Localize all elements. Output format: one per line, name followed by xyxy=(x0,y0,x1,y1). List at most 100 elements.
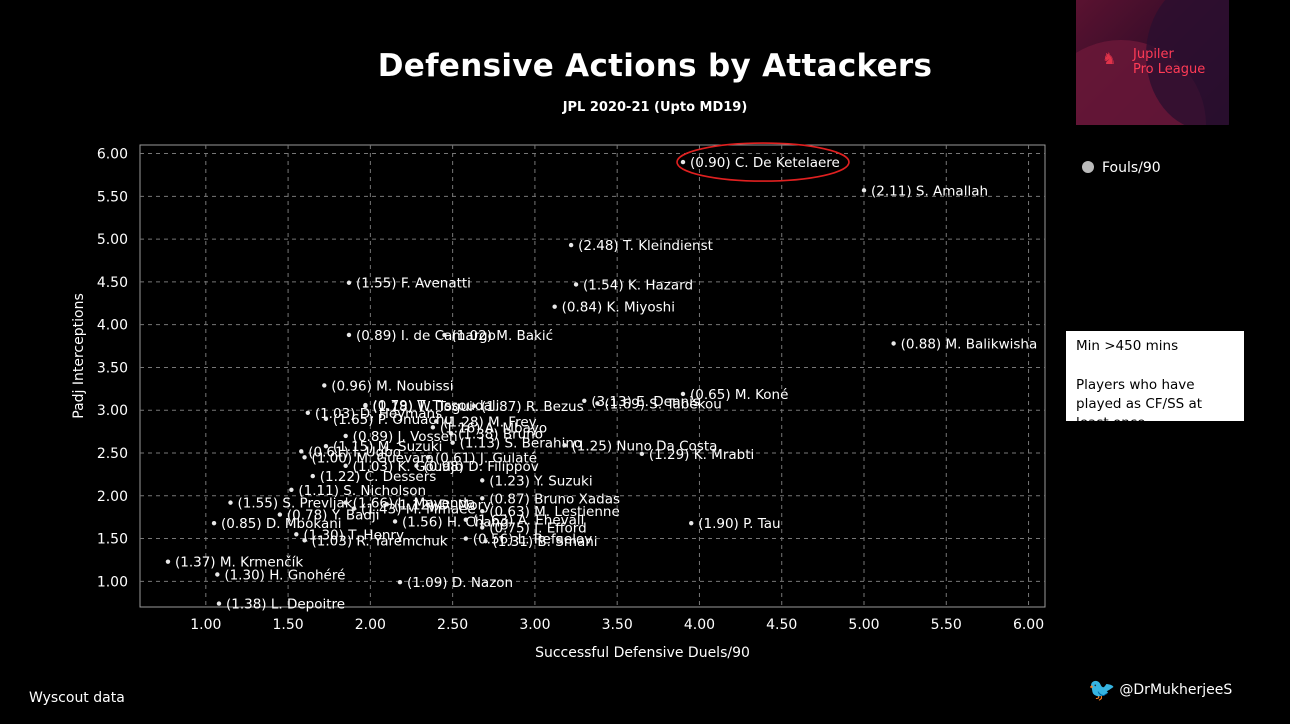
twitter-bird-icon: 🐦 xyxy=(1088,678,1116,703)
league-logo: ♞ Jupiler Pro League xyxy=(1076,0,1229,125)
point-label: (1.28) M. Frey xyxy=(443,414,536,430)
point-label: (2.11) S. Amallah xyxy=(871,183,988,199)
point-label: (0.78) Y. Badji xyxy=(287,508,380,524)
x-tick-label: 3.00 xyxy=(519,617,550,633)
point-label: (1.30) H. Gnohéré xyxy=(224,567,345,583)
data-point xyxy=(480,478,485,483)
point-label: (1.37) M. Krmenčík xyxy=(175,555,303,571)
logo-text: Jupiler Pro League xyxy=(1133,47,1206,77)
point-label: (0.61) J. Gulaté xyxy=(435,450,537,466)
legend: Fouls/90 xyxy=(1082,160,1161,176)
point-label: (1.63) A. Ehevall xyxy=(473,513,585,529)
data-point xyxy=(463,517,468,522)
note-line-2: Players who have played as CF/SS at leas… xyxy=(1076,377,1203,431)
point-label: (3.13) E. Dennis xyxy=(591,394,700,410)
x-tick-label: 1.00 xyxy=(190,617,221,633)
point-label: (1.30) T. Henry xyxy=(303,527,404,543)
point-label: (0.89) J. Vossen xyxy=(353,429,458,445)
legend-label: Fouls/90 xyxy=(1102,160,1161,176)
data-point xyxy=(384,502,390,507)
point-label: (1.90) P. Tau xyxy=(698,516,780,532)
point-label: (1.03) D. Heymans xyxy=(315,406,442,422)
data-point xyxy=(480,496,485,501)
point-label: (0.85) D. Mbokani xyxy=(221,516,342,532)
data-point xyxy=(463,536,468,541)
point-label: (1.29) K. Mrabti xyxy=(649,447,754,463)
x-tick-label: 4.50 xyxy=(766,617,797,633)
data-point xyxy=(294,532,299,537)
point-label: (1.03) K. Goudjo xyxy=(353,459,463,475)
data-point xyxy=(346,280,352,285)
data-point xyxy=(480,508,485,514)
point-label: (0.89) I. de Camargo xyxy=(356,328,496,344)
point-label: (0.88) M. Balikwisha xyxy=(901,336,1038,352)
handle-text: @DrMukherjeeS xyxy=(1119,682,1233,698)
data-point xyxy=(228,500,233,505)
data-point xyxy=(165,559,171,564)
data-point xyxy=(305,410,311,415)
x-tick-label: 2.00 xyxy=(355,617,386,633)
data-point xyxy=(562,443,567,448)
data-point xyxy=(483,538,488,544)
note-line-1: Min >450 mins xyxy=(1076,338,1179,354)
data-point xyxy=(323,416,329,421)
point-label: (1.38) L. Depoitre xyxy=(226,597,345,613)
point-label: (1.55) F. Avenatti xyxy=(356,276,471,292)
criteria-note: Min >450 mins Players who have played as… xyxy=(1066,331,1244,431)
point-label: (0.84) K. Miyoshi xyxy=(562,300,675,316)
data-point xyxy=(680,159,686,165)
data-point xyxy=(552,304,557,309)
data-point xyxy=(442,332,447,338)
point-label: (0.56) L. Refaelov xyxy=(473,532,592,548)
x-tick-label: 5.50 xyxy=(931,617,962,633)
data-point xyxy=(343,500,348,505)
data-point xyxy=(425,455,431,460)
point-label: (2.48) T. Kleindienst xyxy=(578,238,713,254)
point-label: (0.90) C. De Ketelaere xyxy=(690,155,840,171)
data-point xyxy=(573,282,579,287)
data-point xyxy=(689,520,694,526)
y-tick-label: 1.00 xyxy=(97,574,128,590)
data-point xyxy=(595,401,600,406)
data-point xyxy=(343,463,348,469)
point-label: (1.43) M. Mmaee xyxy=(361,502,476,518)
y-axis-label: Padj Interceptions xyxy=(71,293,87,418)
point-label: (1.38) Bruno xyxy=(458,426,543,442)
data-point xyxy=(450,440,455,445)
x-axis-label: Successful Defensive Duels/90 xyxy=(535,645,750,661)
x-tick-label: 2.50 xyxy=(437,617,468,633)
x-tick-label: 6.00 xyxy=(1013,617,1044,633)
data-point xyxy=(568,242,574,248)
point-label: (0.87) Bruno Xadas xyxy=(489,491,620,507)
point-label: (1.13) S. Berahino xyxy=(460,436,583,452)
point-label: (0.63) M. Lestienne xyxy=(489,504,620,520)
y-tick-label: 1.50 xyxy=(97,532,128,548)
data-point xyxy=(414,463,419,469)
y-tick-label: 3.50 xyxy=(97,360,128,376)
point-label: (1.65) P. Onuachu xyxy=(333,412,453,428)
highlight-ellipse xyxy=(676,142,850,182)
point-label: (1.09) D. Nazon xyxy=(407,575,513,591)
data-point xyxy=(351,506,357,511)
data-point xyxy=(216,601,222,606)
point-label: (0.65) M. Koné xyxy=(690,387,788,403)
data-point xyxy=(582,398,587,404)
point-label: (0.79) T. Tissoudali xyxy=(372,398,499,414)
data-point xyxy=(397,579,403,585)
point-label: (1.18) W. Togui xyxy=(372,399,472,415)
y-tick-label: 5.50 xyxy=(97,189,128,205)
x-tick-label: 4.00 xyxy=(684,617,715,633)
data-point xyxy=(323,443,329,449)
lion-icon: ♞ xyxy=(1102,49,1117,68)
point-label: (1.00) M. Guevara xyxy=(312,450,435,466)
data-point xyxy=(299,449,304,454)
x-tick-label: 3.50 xyxy=(602,617,633,633)
point-label: (0.98) D. Filippov xyxy=(423,459,538,475)
data-point xyxy=(891,341,896,346)
data-point xyxy=(211,520,217,526)
twitter-handle[interactable]: 🐦 @DrMukherjeeS xyxy=(1088,678,1232,703)
y-tick-label: 2.50 xyxy=(97,446,128,462)
point-label: (1.31) B. Smani xyxy=(493,534,598,550)
y-tick-label: 3.00 xyxy=(97,403,128,419)
